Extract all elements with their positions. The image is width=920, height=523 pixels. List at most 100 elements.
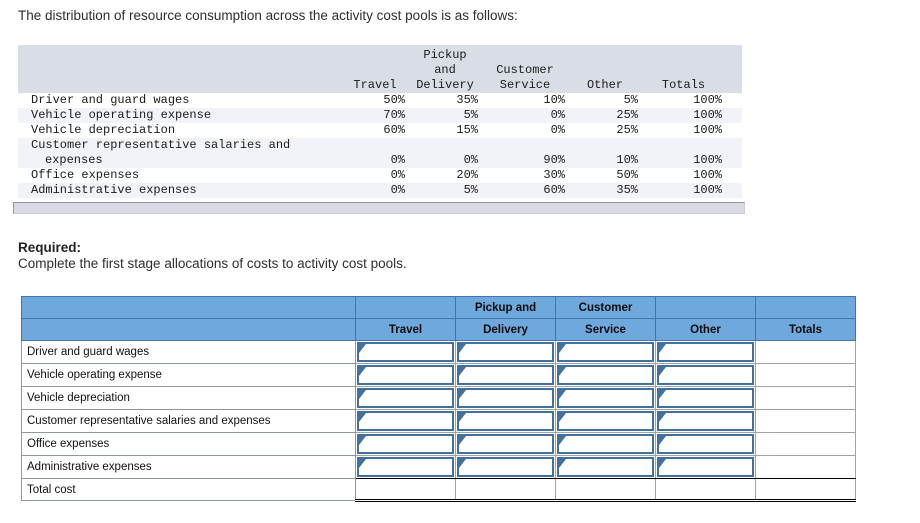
input-cell-other[interactable] [657,457,754,477]
input-cell-delivery[interactable] [457,388,554,408]
input-flag-icon [659,390,666,399]
input-flag-icon [559,413,566,422]
input-cell-other[interactable] [657,365,754,385]
table-row: Driver and guard wages [21,340,856,364]
cell-value: 60% [383,123,405,137]
cell-value: 35% [456,93,478,107]
cell-value: 0% [390,183,405,197]
input-flag-icon [559,344,566,353]
horizontal-scrollbar[interactable] [13,202,745,214]
input-cell-travel[interactable] [357,434,454,454]
input-flag-icon [559,367,566,376]
input-flag-icon [359,344,366,353]
input-flag-icon [459,344,466,353]
totals-cell [755,340,856,364]
table-row: Vehicle operating expense [21,363,856,387]
total-cell-travel [355,478,456,502]
input-cell-service[interactable] [557,388,654,408]
header-cell-service: Service [555,318,656,341]
header-cell-delivery: Delivery [455,318,556,341]
cell-value: 5% [463,108,478,122]
table-row: Office expenses 0% 20% 30% 50% 100% [18,168,742,183]
cell-value: 100% [693,108,722,122]
cell-value: 10% [616,153,638,167]
top-table-header-row: Travel Pickup and Delivery Customer Serv… [18,45,742,93]
input-cell-other[interactable] [657,342,754,362]
header-cell [755,296,856,319]
cell-value: 25% [616,108,638,122]
input-cell-delivery[interactable] [457,342,554,362]
input-flag-icon [359,459,366,468]
totals-cell [755,409,856,433]
row-label: Customer representative salaries and exp… [21,409,356,433]
row-label: Vehicle depreciation [21,386,356,410]
row-label: Vehicle operating expense [31,108,212,122]
input-cell-travel[interactable] [357,457,454,477]
input-cell-travel[interactable] [357,342,454,362]
totals-cell [755,455,856,479]
header-cell-totals: Totals [755,318,856,341]
total-cell-other [655,478,756,502]
input-cell-other[interactable] [657,388,754,408]
input-flag-icon [459,436,466,445]
cell-value: 0% [550,108,565,122]
input-cell-other[interactable] [657,434,754,454]
top-column-header-travel: Travel [345,45,412,93]
total-cell-totals [755,478,856,502]
table-row: Vehicle depreciation 60% 15% 0% 25% 100% [18,123,742,138]
top-header-spacer [18,45,345,93]
cell-value: 5% [463,183,478,197]
input-flag-icon [459,413,466,422]
input-cell-delivery[interactable] [457,411,554,431]
input-cell-service[interactable] [557,434,654,454]
top-column-header-other: Other [572,45,645,93]
table-row: Driver and guard wages 50% 35% 10% 5% 10… [18,93,742,108]
input-flag-icon [659,413,666,422]
input-flag-icon [659,459,666,468]
resource-distribution-table: Travel Pickup and Delivery Customer Serv… [18,45,742,198]
input-cell-travel[interactable] [357,411,454,431]
input-cell-service[interactable] [557,411,654,431]
header-cell-customer: Customer [555,296,656,319]
row-label: Office expenses [21,432,356,456]
table-row: Vehicle operating expense 70% 5% 0% 25% … [18,108,742,123]
input-flag-icon [459,367,466,376]
total-cell-service [555,478,656,502]
input-cell-service[interactable] [557,365,654,385]
header-cell [21,318,356,341]
input-cell-delivery[interactable] [457,434,554,454]
cell-value: 100% [693,123,722,137]
cell-value: 10% [543,93,565,107]
cell-value: 25% [616,123,638,137]
input-cell-travel[interactable] [357,365,454,385]
input-flag-icon [559,459,566,468]
top-column-header-totals: Totals [645,45,742,93]
intro-text: The distribution of resource consumption… [18,8,518,23]
input-flag-icon [359,413,366,422]
cell-value: 90% [543,153,565,167]
input-cell-other[interactable] [657,411,754,431]
row-label: Administrative expenses [21,455,356,479]
row-label: Driver and guard wages [31,93,190,107]
cell-value: 50% [616,168,638,182]
totals-cell [755,386,856,410]
input-cell-delivery[interactable] [457,365,554,385]
header-cell-other: Other [655,318,756,341]
cell-value: 60% [543,183,565,197]
input-cell-delivery[interactable] [457,457,554,477]
table-row: Administrative expenses [21,455,856,479]
input-cell-service[interactable] [557,342,654,362]
allocation-table: Pickup and Customer Travel Delivery Serv… [21,296,856,502]
header-cell-pickup-and: Pickup and [455,296,556,319]
input-flag-icon [459,390,466,399]
row-label: Office expenses [31,168,140,182]
cell-value: 50% [383,93,405,107]
cell-value: 0% [390,153,405,167]
cell-value: 70% [383,108,405,122]
input-flag-icon [359,367,366,376]
input-cell-service[interactable] [557,457,654,477]
header-cell [655,296,756,319]
table-row: Customer representative salaries and exp… [21,409,856,433]
input-cell-travel[interactable] [357,388,454,408]
allocation-header-row-1: Pickup and Customer [21,296,856,319]
